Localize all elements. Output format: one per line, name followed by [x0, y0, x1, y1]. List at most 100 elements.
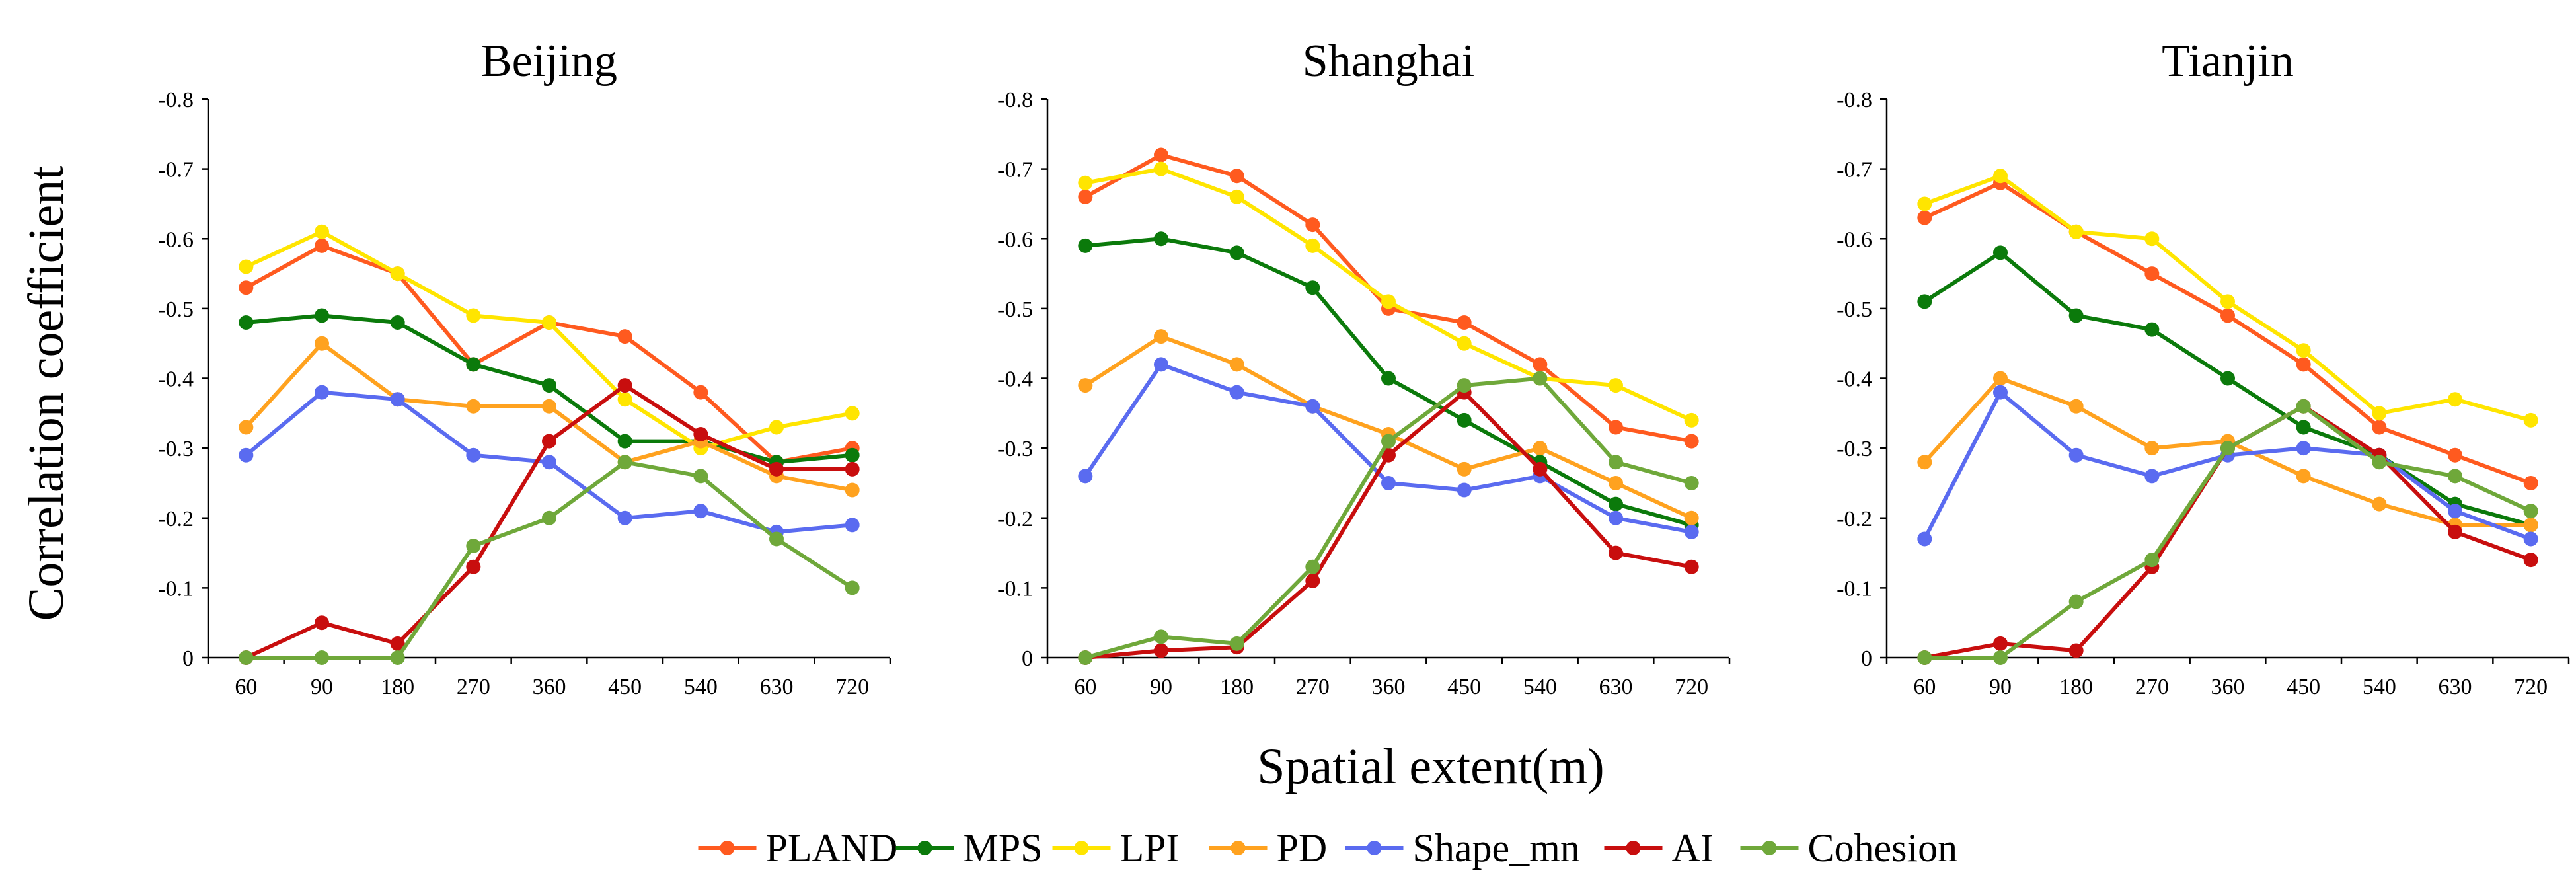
data-point: [1154, 231, 1168, 247]
data-point: [617, 455, 632, 470]
data-point: [315, 336, 329, 351]
legend-label: MPS: [964, 826, 1043, 870]
series-shape-mn: [239, 385, 860, 539]
legend-item-ai: AI: [1604, 826, 1714, 870]
data-point: [2220, 371, 2235, 386]
data-point: [1078, 378, 1093, 393]
data-point: [1993, 245, 2008, 260]
data-point: [1457, 482, 1472, 498]
data-point: [2068, 447, 2084, 463]
x-tick-label: 630: [1599, 675, 1633, 699]
data-point: [1457, 336, 1472, 351]
data-point: [1229, 169, 1244, 184]
data-point: [315, 308, 329, 323]
data-point: [693, 385, 708, 400]
data-point: [617, 392, 632, 407]
data-point: [1154, 629, 1168, 644]
data-point: [466, 539, 481, 553]
data-point: [1917, 455, 1932, 470]
series-cohesion: [1917, 399, 2538, 665]
data-point: [1609, 496, 1623, 512]
y-tick-label: -0.4: [1837, 367, 1872, 392]
data-point: [1609, 545, 1623, 560]
series-ai: [239, 378, 860, 665]
data-point: [2068, 308, 2084, 323]
data-point: [845, 482, 860, 498]
series-line: [1084, 376, 1692, 660]
data-point: [2448, 447, 2462, 463]
data-point: [769, 420, 784, 435]
data-point: [1305, 399, 1320, 414]
series-cohesion: [239, 455, 860, 665]
data-point: [2068, 399, 2084, 414]
x-tick-label: 450: [2287, 675, 2320, 699]
data-point: [2144, 322, 2160, 337]
legend-label: PLAND: [766, 826, 898, 870]
data-point: [1229, 636, 1244, 651]
x-tick-label: 90: [311, 675, 333, 699]
data-point: [1381, 475, 1396, 490]
y-axis-label: Correlation coefficient: [19, 166, 74, 621]
data-point: [1684, 510, 1699, 525]
data-point: [1609, 510, 1623, 525]
data-point: [1154, 147, 1168, 163]
data-point: [2296, 357, 2311, 372]
y-tick-label: -0.6: [158, 227, 194, 252]
data-point: [1993, 169, 2008, 184]
x-tick-label: 270: [2135, 675, 2169, 699]
data-point: [2523, 504, 2538, 519]
y-tick-label: 0: [1861, 646, 1872, 671]
data-point: [1078, 189, 1093, 204]
x-tick-label: 720: [835, 675, 869, 699]
data-point: [2068, 224, 2084, 239]
y-tick-label: -0.1: [997, 576, 1033, 601]
y-tick-label: -0.3: [158, 437, 194, 461]
data-point: [542, 315, 556, 330]
data-point: [239, 259, 254, 274]
data-point: [1609, 455, 1623, 470]
chart-panels: Beijing 0 -0.1 -0.2 -0.3 -0.4 -0.5 -0.6 -0.7 -0.8…: [158, 36, 2570, 699]
data-point: [315, 238, 329, 253]
data-point: [1993, 371, 2008, 386]
series-lpi: [239, 224, 860, 456]
data-point: [1533, 461, 1548, 477]
data-point: [845, 447, 860, 463]
x-tick-label: 60: [235, 675, 257, 699]
x-axis-label: Spatial extent(m): [1257, 739, 1605, 794]
data-point: [1154, 357, 1168, 372]
data-point: [542, 399, 556, 414]
x-tick-label: 90: [1989, 675, 2012, 699]
legend-marker: [917, 841, 932, 855]
y-tick-label: -0.7: [1837, 158, 1872, 182]
data-point: [845, 406, 860, 421]
x-tick-label: 450: [1447, 675, 1481, 699]
data-point: [1457, 412, 1472, 428]
data-point: [2523, 412, 2538, 428]
data-point: [2296, 399, 2311, 414]
data-point: [617, 434, 632, 449]
data-point: [1684, 412, 1699, 428]
legend: PLAND MPS LPI PD Shape_mn AI Cohesion: [698, 826, 1957, 870]
data-point: [1154, 329, 1168, 344]
x-tick-label: 720: [2514, 675, 2548, 699]
data-point: [1917, 294, 1932, 309]
data-point: [1305, 238, 1320, 253]
data-point: [2068, 643, 2084, 658]
data-point: [1993, 636, 2008, 651]
y-tick-label: 0: [1022, 646, 1033, 671]
y-tick-label: -0.4: [997, 367, 1033, 392]
data-point: [1609, 475, 1623, 490]
data-point: [1684, 524, 1699, 539]
data-point: [1533, 371, 1548, 386]
data-point: [1609, 378, 1623, 393]
y-tick-label: -0.1: [1837, 576, 1872, 601]
y-tick-label: -0.2: [1837, 507, 1872, 531]
data-point: [239, 420, 254, 435]
x-tick-label: 270: [457, 675, 490, 699]
x-tick-label: 360: [533, 675, 566, 699]
series-shape-mn: [1078, 357, 1699, 539]
data-point: [466, 357, 481, 372]
x-tick-label: 180: [381, 675, 414, 699]
data-point: [1917, 196, 1932, 211]
data-point: [239, 280, 254, 295]
